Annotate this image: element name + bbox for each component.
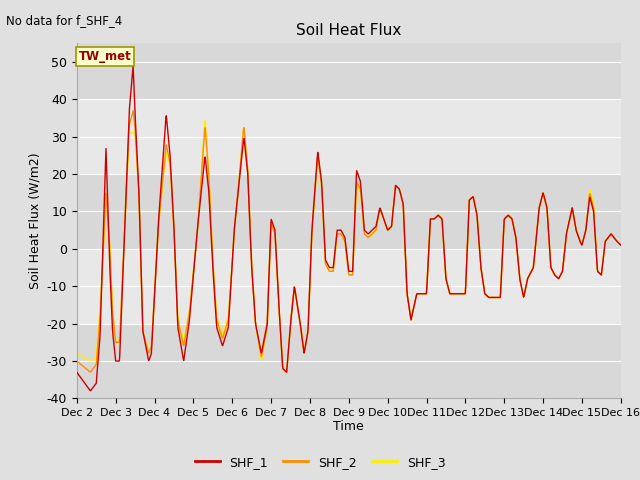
X-axis label: Time: Time [333, 420, 364, 432]
Line: SHF_1: SHF_1 [77, 66, 621, 391]
SHF_1 [129, 63, 137, 69]
SHF_2 [283, 369, 291, 375]
SHF_3 [392, 183, 400, 189]
Line: SHF_3: SHF_3 [77, 120, 621, 372]
Bar [77, 99, 621, 174]
SHF_2 [478, 271, 486, 277]
SHF_2 [617, 242, 625, 248]
Text: TW_met: TW_met [79, 50, 131, 63]
SHF_3 [561, 249, 568, 255]
Bar [77, 174, 621, 249]
SHF_2 [561, 249, 568, 255]
Line: SHF_2: SHF_2 [77, 111, 621, 372]
SHF_1 [561, 249, 568, 255]
SHF_1 [617, 242, 625, 248]
SHF_1 [420, 291, 428, 297]
Bar [77, 24, 621, 99]
Text: No data for f_SHF_4: No data for f_SHF_4 [6, 14, 123, 27]
SHF_3 [617, 242, 625, 248]
Y-axis label: Soil Heat Flux (W/m2): Soil Heat Flux (W/m2) [28, 153, 41, 289]
SHF_3 [283, 369, 291, 375]
SHF_2 [191, 253, 199, 259]
SHF_2 [392, 183, 400, 189]
SHF_3 [73, 351, 81, 357]
SHF_1 [73, 369, 81, 375]
SHF_3 [255, 343, 263, 349]
SHF_2 [129, 108, 137, 114]
SHF_1 [191, 248, 199, 253]
SHF_2 [255, 341, 263, 347]
SHF_1 [478, 271, 486, 277]
SHF_2 [420, 291, 428, 297]
Bar [77, 324, 621, 398]
SHF_3 [420, 291, 428, 297]
SHF_2 [73, 358, 81, 364]
Title: Soil Heat Flux: Soil Heat Flux [296, 23, 401, 38]
Legend: SHF_1, SHF_2, SHF_3: SHF_1, SHF_2, SHF_3 [189, 451, 451, 474]
SHF_3 [202, 118, 209, 123]
SHF_1 [87, 388, 95, 394]
SHF_1 [255, 341, 263, 347]
Bar [77, 249, 621, 324]
SHF_3 [478, 271, 486, 277]
SHF_1 [392, 183, 400, 189]
SHF_3 [191, 256, 198, 262]
